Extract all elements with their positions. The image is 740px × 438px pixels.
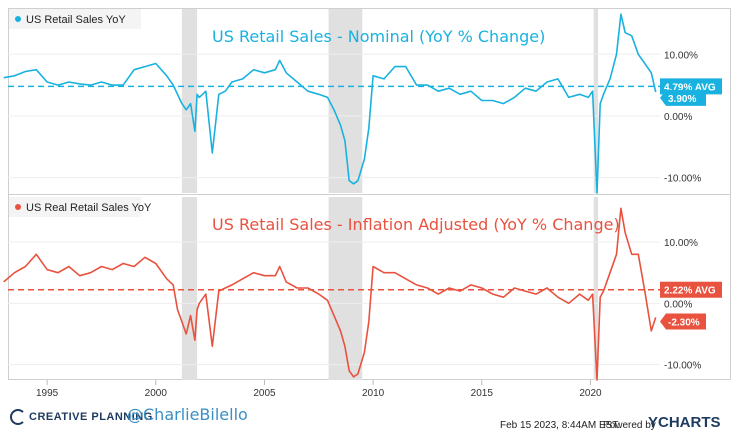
x-tick-label: 2020: [579, 388, 602, 399]
x-tick-label: 2005: [253, 388, 276, 399]
y-tick-label: 10.00%: [664, 238, 698, 249]
timestamp: Feb 15 2023, 8:44AM EST.: [500, 420, 621, 431]
y-tick-label: 0.00%: [664, 299, 692, 310]
average-label: 2.22% AVG: [664, 286, 716, 297]
legend-label: US Real Retail Sales YoY: [26, 202, 152, 214]
powered-by-label: Powered by: [603, 420, 656, 431]
last-value-badge: [660, 89, 706, 106]
x-tick-label: 2010: [362, 388, 385, 399]
x-tick-label: 2015: [471, 388, 494, 399]
x-tick-label: 1995: [36, 388, 59, 399]
ycharts-logo[interactable]: YCHARTS: [648, 414, 721, 431]
legend-marker: [15, 16, 21, 22]
y-tick-label: 10.00%: [664, 50, 698, 61]
y-tick-label: -10.00%: [664, 361, 701, 372]
legend-label: US Retail Sales YoY: [26, 14, 126, 26]
last-value-badge: [660, 313, 706, 330]
creative-planning-logo: CREATIVE PLANNING: [10, 409, 153, 425]
x-tick-label: 2000: [145, 388, 168, 399]
annotation-title: US Retail Sales - Inflation Adjusted (Yo…: [212, 215, 620, 234]
last-value-label: -2.30%: [668, 317, 700, 328]
average-badge: [660, 281, 722, 298]
twitter-handle[interactable]: @CharlieBilello: [127, 405, 248, 424]
series-line: [3, 207, 657, 381]
average-label: 4.79% AVG: [664, 82, 716, 93]
creative-planning-icon: [10, 409, 26, 425]
legend-box: [9, 9, 141, 29]
brand-text: CREATIVE PLANNING: [29, 410, 153, 423]
recession-band: [181, 9, 198, 193]
annotation-title: US Retail Sales - Nominal (YoY % Change): [212, 27, 545, 46]
recession-band: [593, 197, 599, 380]
y-tick-label: 0.00%: [664, 112, 692, 123]
legend-marker: [15, 204, 21, 210]
y-tick-label: -10.00%: [664, 174, 701, 185]
recession-band: [328, 9, 363, 193]
last-value-label: 3.90%: [668, 94, 696, 105]
series-line: [3, 13, 657, 194]
recession-band: [181, 197, 198, 380]
legend-box: [9, 197, 141, 217]
recession-band: [593, 9, 599, 193]
